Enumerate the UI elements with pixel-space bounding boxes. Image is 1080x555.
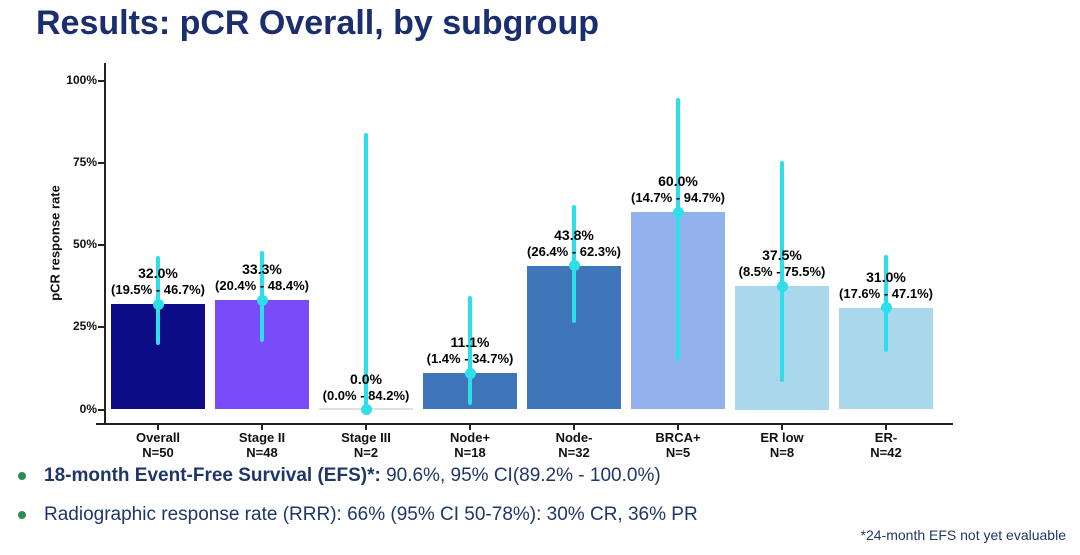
ci-label: (20.4% - 48.4%) <box>215 278 309 294</box>
bullet-rrr-rest: Radiographic response rate (RRR): 66% (9… <box>44 504 698 525</box>
point-marker <box>360 404 372 415</box>
ci-label: (19.5% - 46.7%) <box>111 282 205 298</box>
x-tick <box>573 425 575 430</box>
category-n: N=18 <box>454 445 486 460</box>
value-label: 11.1% <box>450 334 490 351</box>
ci-label: (0.0% - 84.2%) <box>322 387 410 403</box>
point-marker <box>776 280 788 292</box>
error-bar <box>780 161 784 382</box>
point-marker <box>568 260 580 272</box>
value-label-block: 43.8% (26.4% - 62.3%) <box>484 227 664 260</box>
point-marker <box>672 206 684 218</box>
y-tick-label: 25% <box>72 319 97 334</box>
value-label-block: 37.5% (8.5% - 75.5%) <box>692 247 872 280</box>
value-label: 37.5% <box>762 247 802 264</box>
category-name: ER- <box>874 430 898 445</box>
bullet-efs-text: 18-month Event-Free Survival (EFS)*: 90.… <box>44 463 661 489</box>
x-tick <box>261 425 263 430</box>
category-label: ER low N=8 <box>722 430 842 460</box>
category-name: Node+ <box>449 430 491 445</box>
value-label-block: 0.0% (0.0% - 84.2%) <box>276 371 456 404</box>
value-label-block: 32.0% (19.5% - 46.7%) <box>68 265 248 298</box>
category-name: BRCA+ <box>655 430 701 445</box>
x-tick <box>677 425 679 430</box>
y-tick-label: 100% <box>66 73 97 87</box>
x-tick <box>469 425 471 430</box>
x-axis-line <box>96 423 953 425</box>
bullet-efs-lead: 18-month Event-Free Survival (EFS)*: <box>44 465 381 486</box>
y-tick-label: 75% <box>72 155 97 170</box>
value-label-block: 11.1% (1.4% - 34.7%) <box>380 334 560 367</box>
value-label: 32.0% <box>138 265 178 282</box>
category-name: Node- <box>555 430 593 445</box>
category-n: N=2 <box>353 445 379 460</box>
category-label: Stage III N=2 <box>306 430 426 460</box>
point-marker <box>880 302 892 314</box>
error-bar <box>364 132 368 410</box>
bullet-rrr: Radiographic response rate (RRR): 66% (9… <box>10 502 698 528</box>
category-label: Node- N=32 <box>514 430 634 460</box>
y-tick <box>98 326 104 329</box>
value-label: 33.3% <box>242 261 282 278</box>
x-tick <box>365 425 367 430</box>
category-name: Stage II <box>238 430 286 445</box>
category-label: Stage II N=48 <box>202 430 322 460</box>
ci-label: (26.4% - 62.3%) <box>527 243 621 259</box>
bullet-dot-icon <box>18 511 26 519</box>
x-tick <box>885 425 887 430</box>
value-label-block: 31.0% (17.6% - 47.1%) <box>796 269 976 302</box>
y-tick-label: 50% <box>72 237 97 252</box>
y-tick <box>98 244 104 247</box>
ci-label: (1.4% - 34.7%) <box>426 351 514 367</box>
value-label: 0.0% <box>350 370 382 387</box>
y-tick <box>98 80 104 82</box>
ci-label: (14.7% - 94.7%) <box>631 190 725 206</box>
category-n: N=42 <box>870 445 902 460</box>
ci-label: (17.6% - 47.1%) <box>839 285 933 301</box>
footnote: *24-month EFS not yet evaluable <box>860 527 1066 543</box>
ci-label: (8.5% - 75.5%) <box>738 264 826 280</box>
value-label: 31.0% <box>866 268 906 285</box>
category-label: Node+ N=18 <box>410 430 530 460</box>
point-marker <box>256 294 268 306</box>
summary-bullets: 18-month Event-Free Survival (EFS)*: 90.… <box>10 463 698 541</box>
category-n: N=32 <box>558 445 590 460</box>
x-tick <box>157 425 159 430</box>
page-title: Results: pCR Overall, by subgroup <box>36 4 599 42</box>
category-n: N=50 <box>142 445 174 460</box>
y-tick-label: 0% <box>79 401 97 416</box>
x-tick <box>781 425 783 430</box>
category-n: N=5 <box>665 445 691 460</box>
category-name: Stage III <box>341 430 391 445</box>
point-marker <box>152 298 164 310</box>
y-tick <box>98 408 104 411</box>
y-tick <box>98 162 104 165</box>
bullet-efs: 18-month Event-Free Survival (EFS)*: 90.… <box>10 463 698 489</box>
category-n: N=48 <box>246 445 278 460</box>
point-marker <box>464 367 476 379</box>
value-label: 43.8% <box>554 226 594 243</box>
bullet-efs-rest: 90.6%, 95% CI(89.2% - 100.0%) <box>380 465 661 486</box>
category-n: N=8 <box>769 445 795 460</box>
category-label: ER- N=42 <box>826 430 946 460</box>
bullet-dot-icon <box>18 472 26 480</box>
y-axis-line <box>104 63 106 425</box>
value-label-block: 33.3% (20.4% - 48.4%) <box>172 261 352 294</box>
error-bar <box>676 98 680 362</box>
category-name: ER low <box>760 430 804 445</box>
value-label: 60.0% <box>658 173 698 190</box>
category-name: Overall <box>135 430 181 445</box>
category-label: BRCA+ N=5 <box>618 430 738 460</box>
bullet-rrr-text: Radiographic response rate (RRR): 66% (9… <box>44 502 698 528</box>
error-bar <box>468 295 472 405</box>
value-label-block: 60.0% (14.7% - 94.7%) <box>588 173 768 206</box>
category-label: Overall N=50 <box>98 430 218 460</box>
